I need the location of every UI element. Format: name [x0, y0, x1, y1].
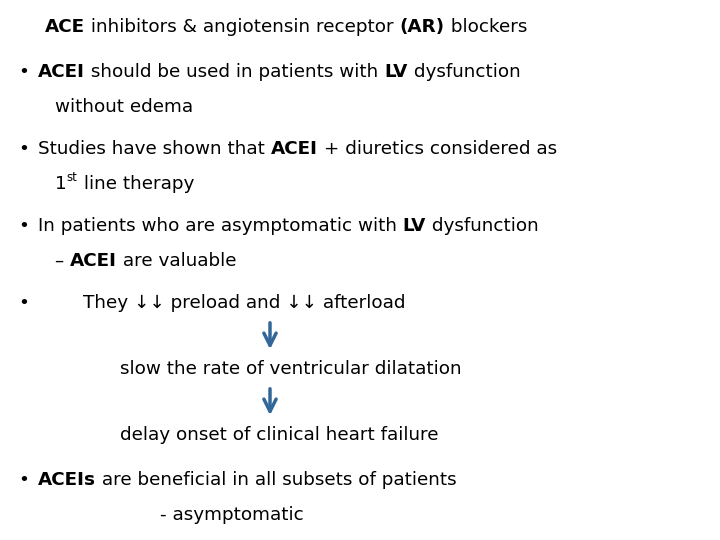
Text: line therapy: line therapy [78, 175, 194, 193]
Text: dysfunction: dysfunction [408, 63, 521, 81]
Text: ACEI: ACEI [38, 63, 85, 81]
Text: - asymptomatic: - asymptomatic [160, 506, 304, 524]
Text: They ↓↓ preload and ↓↓ afterload: They ↓↓ preload and ↓↓ afterload [83, 294, 405, 312]
Text: (AR): (AR) [400, 18, 445, 36]
Text: dysfunction: dysfunction [426, 217, 539, 235]
Text: should be used in patients with: should be used in patients with [85, 63, 384, 81]
Text: blockers: blockers [445, 18, 527, 36]
Text: LV: LV [384, 63, 408, 81]
Text: 1: 1 [55, 175, 67, 193]
Text: •: • [18, 471, 29, 489]
Text: without edema: without edema [55, 98, 193, 116]
Text: •: • [18, 63, 29, 81]
Text: •: • [18, 140, 29, 158]
Text: ACEIs: ACEIs [38, 471, 96, 489]
Text: ACEI: ACEI [271, 140, 318, 158]
Text: st: st [67, 171, 78, 184]
Text: ACEI: ACEI [70, 252, 117, 270]
Text: •: • [18, 217, 29, 235]
Text: delay onset of clinical heart failure: delay onset of clinical heart failure [120, 426, 438, 444]
Text: ACE: ACE [45, 18, 85, 36]
Text: are beneficial in all subsets of patients: are beneficial in all subsets of patient… [96, 471, 456, 489]
Text: Studies have shown that: Studies have shown that [38, 140, 271, 158]
Text: slow the rate of ventricular dilatation: slow the rate of ventricular dilatation [120, 360, 462, 378]
Text: are valuable: are valuable [117, 252, 236, 270]
Text: st: st [67, 171, 78, 184]
Text: •: • [18, 294, 29, 312]
Text: LV: LV [403, 217, 426, 235]
Text: inhibitors & angiotensin receptor: inhibitors & angiotensin receptor [85, 18, 400, 36]
Text: –: – [55, 252, 70, 270]
Text: In patients who are asymptomatic with: In patients who are asymptomatic with [38, 217, 403, 235]
Text: + diuretics considered as: + diuretics considered as [318, 140, 557, 158]
